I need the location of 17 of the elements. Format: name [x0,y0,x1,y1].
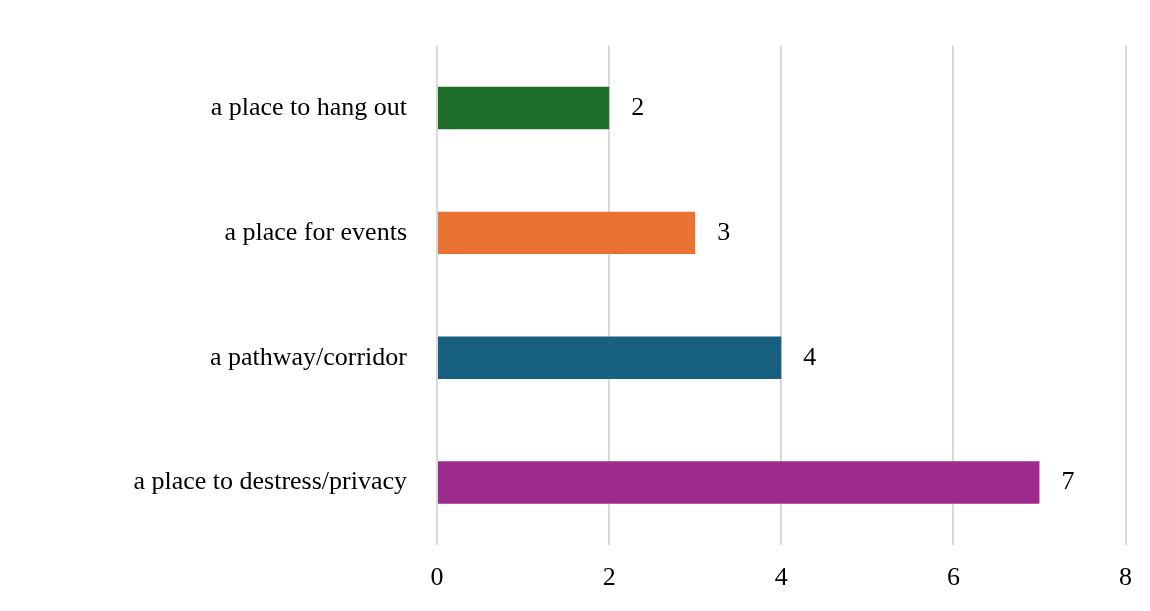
data-label: 4 [803,341,817,371]
data-label: 2 [631,91,645,121]
data-label: 7 [1061,466,1075,496]
y-tick-label: a place to destress/privacy [133,466,407,496]
y-tick-label: a place to hang out [210,91,408,121]
data-label: 3 [717,216,731,246]
x-tick-label: 6 [946,562,960,592]
y-tick-label: a pathway/corridor [209,341,408,371]
y-tick-label: a place for events [224,216,407,246]
bar [438,461,1040,504]
bar [438,86,610,130]
x-tick-label: 2 [602,562,616,592]
x-tick-label: 0 [430,562,444,592]
x-tick-label: 4 [774,562,788,592]
bar [438,336,782,379]
x-tick-label: 8 [1119,562,1132,592]
bar [438,211,696,255]
